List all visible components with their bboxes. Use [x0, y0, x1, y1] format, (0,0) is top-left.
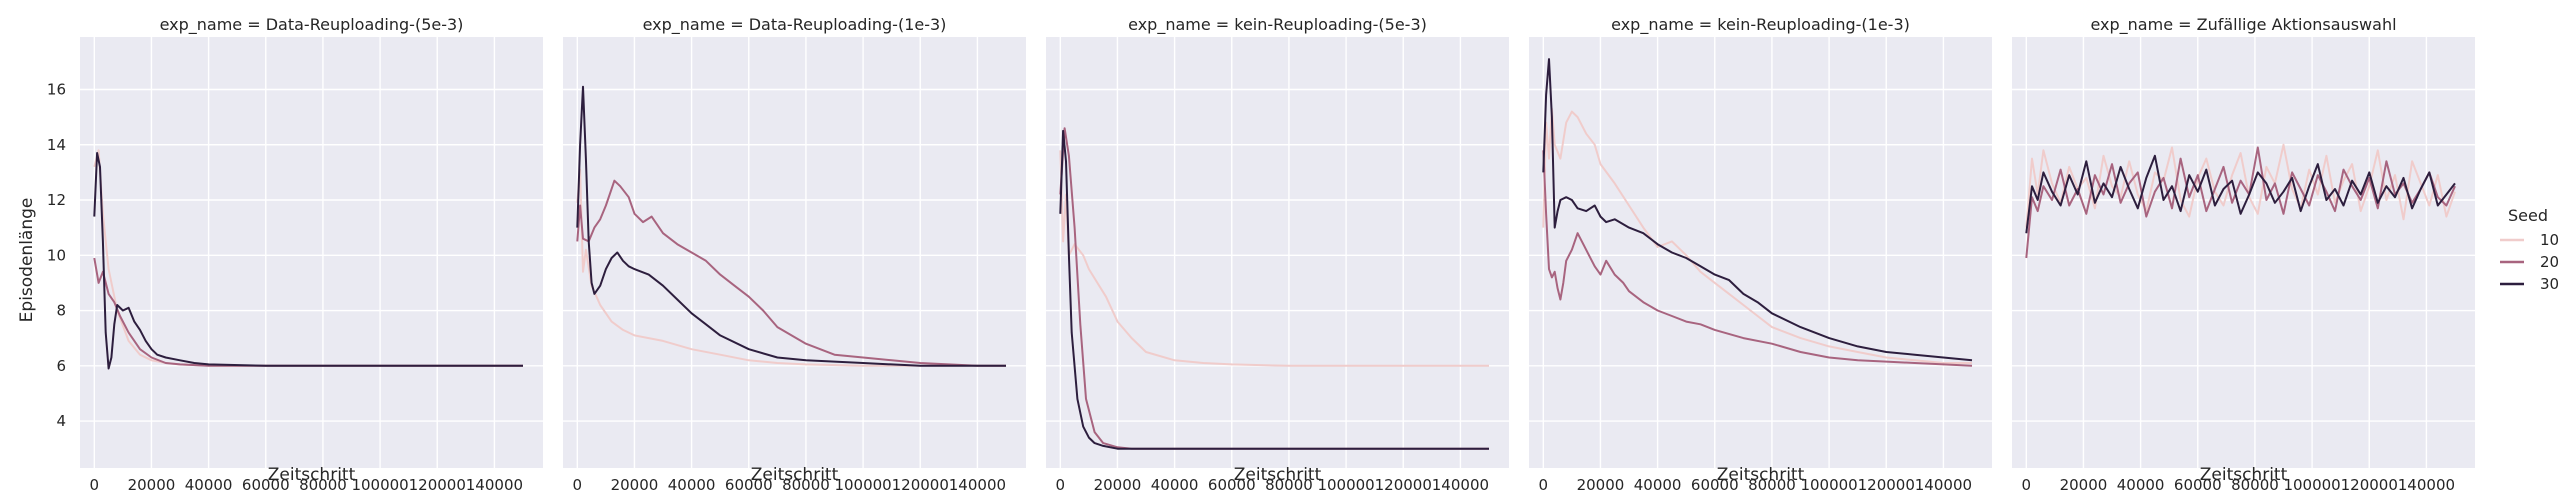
series-line-seed-10 [576, 168, 1006, 367]
panel-title: exp_name = Data-Reuploading-(5e-3) [160, 15, 464, 35]
x-tick-label: 0 [573, 476, 583, 494]
series-line-seed-20 [2025, 146, 2456, 259]
panel-title: exp_name = Zufällige Aktionsauswahl [2090, 15, 2396, 35]
x-tick-label: 140000 [2398, 476, 2455, 494]
x-tick-label: 80000 [2231, 476, 2279, 494]
y-tick-label: 12 [47, 191, 66, 209]
x-tick-label: 120000 [1375, 476, 1432, 494]
x-tick-label: 40000 [185, 476, 233, 494]
legend-label-10: 10 [2540, 231, 2559, 249]
x-tick-label: 120000 [409, 476, 466, 494]
series-line-seed-30 [1542, 58, 1973, 362]
x-tick-label: 100000 [2283, 476, 2340, 494]
series-line-seed-30 [2025, 154, 2456, 234]
x-tick-label: 120000 [892, 476, 949, 494]
y-tick-label: 8 [56, 302, 66, 320]
x-tick-label: 80000 [299, 476, 347, 494]
x-tick-label: 100000 [1317, 476, 1374, 494]
x-axis-label: Zeitschritt [268, 465, 356, 485]
x-tick-label: 0 [1539, 476, 1549, 494]
x-tick-label: 140000 [1432, 476, 1489, 494]
series-line-seed-10 [1542, 107, 1972, 364]
x-tick-label: 20000 [611, 476, 659, 494]
panel-3: 0 20000 40000 60000 80000 100000 120000 140000 Z… [1046, 15, 1509, 494]
x-tick-label: 60000 [242, 476, 290, 494]
y-tick-label: 4 [56, 412, 66, 430]
x-tick-label: 0 [1056, 476, 1066, 494]
series-line-seed-30 [576, 85, 1006, 367]
plot-background [2012, 37, 2475, 468]
x-tick-label: 100000 [351, 476, 408, 494]
panel-4: 0 20000 40000 60000 80000 100000 120000 140000 Z… [1529, 15, 1992, 494]
plot-background [80, 37, 543, 468]
x-tick-label: 80000 [782, 476, 830, 494]
y-tick-label: 14 [47, 136, 66, 154]
x-tick-label: 140000 [949, 476, 1006, 494]
x-tick-label: 40000 [1634, 476, 1682, 494]
series-line-seed-30 [93, 152, 523, 370]
x-tick-label: 20000 [1094, 476, 1142, 494]
x-tick-label: 40000 [668, 476, 716, 494]
series-line-seed-20 [576, 179, 1006, 367]
x-tick-label: 120000 [2341, 476, 2398, 494]
x-tick-label: 20000 [2060, 476, 2108, 494]
plot-background [1046, 37, 1509, 468]
panel-2: 0 20000 40000 60000 80000 100000 120000 140000 Z… [563, 15, 1026, 494]
x-tick-label: 20000 [128, 476, 176, 494]
x-tick-label: 100000 [1800, 476, 1857, 494]
x-tick-label: 40000 [1151, 476, 1199, 494]
x-tick-label: 60000 [1208, 476, 1256, 494]
panels: 0 20000 40000 60000 80000 100000 120000 1400004… [47, 15, 2475, 494]
legend: Seed 10 20 30 [2500, 206, 2559, 293]
y-tick-label: 16 [47, 80, 66, 98]
x-axis-label: Zeitschritt [1717, 465, 1805, 485]
series-line-seed-20 [1542, 150, 1973, 367]
panel-5: 0 20000 40000 60000 80000 100000 120000 140000 Z… [2012, 15, 2475, 494]
x-tick-label: 140000 [1915, 476, 1972, 494]
x-tick-label: 20000 [1577, 476, 1625, 494]
plot-background [563, 37, 1026, 468]
series-line-seed-30 [1059, 129, 1489, 450]
x-axis-label: Zeitschritt [751, 465, 839, 485]
x-tick-label: 80000 [1265, 476, 1313, 494]
y-tick-label: 10 [47, 246, 66, 264]
x-tick-label: 60000 [725, 476, 773, 494]
panel-1: 0 20000 40000 60000 80000 100000 120000 140000 4… [47, 15, 543, 494]
y-tick-label: 6 [56, 357, 66, 375]
panel-title: exp_name = Data-Reuploading-(1e-3) [643, 15, 947, 35]
x-tick-label: 120000 [1858, 476, 1915, 494]
x-tick-label: 60000 [1691, 476, 1739, 494]
panel-title: exp_name = kein-Reuploading-(1e-3) [1611, 15, 1910, 35]
x-tick-label: 60000 [2174, 476, 2222, 494]
plot-background [1529, 37, 1992, 468]
y-axis-label: Episodenlänge [17, 198, 37, 323]
x-tick-label: 80000 [1748, 476, 1796, 494]
legend-label-20: 20 [2540, 253, 2559, 271]
x-axis-label: Zeitschritt [2200, 465, 2288, 485]
x-tick-label: 140000 [466, 476, 523, 494]
x-tick-label: 0 [2022, 476, 2032, 494]
x-tick-label: 40000 [2117, 476, 2165, 494]
x-tick-label: 100000 [834, 476, 891, 494]
x-tick-label: 0 [90, 476, 100, 494]
x-axis-label: Zeitschritt [1234, 465, 1322, 485]
legend-title: Seed [2508, 206, 2548, 225]
panel-title: exp_name = kein-Reuploading-(5e-3) [1128, 15, 1427, 35]
legend-label-30: 30 [2540, 275, 2559, 293]
